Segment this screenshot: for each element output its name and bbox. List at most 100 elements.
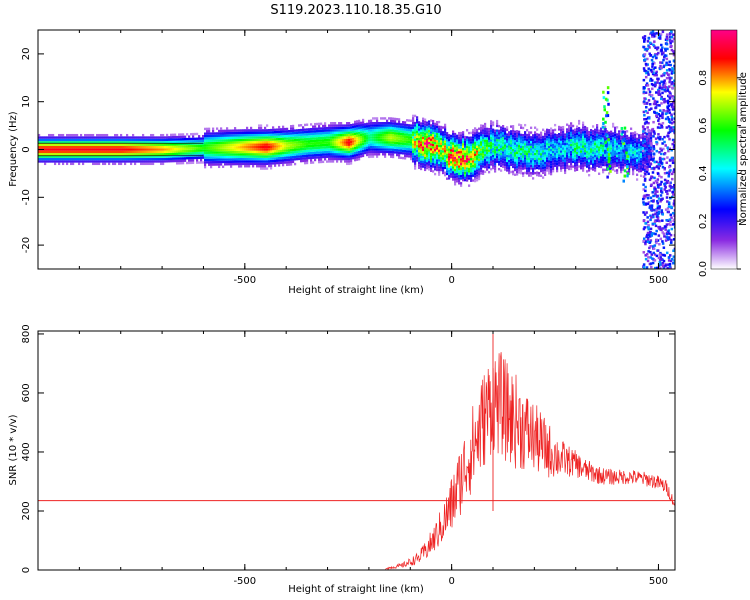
heatmap-cell [500,143,503,146]
heatmap-cell [128,143,131,146]
heatmap-cell [522,136,525,139]
heatmap-cell [450,134,453,138]
heatmap-cell [40,155,43,158]
heatmap-cell [498,139,501,142]
heatmap-cell [342,150,345,154]
heatmap-cell [78,143,81,146]
heatmap-cell [594,131,597,134]
heatmap-cell [522,172,525,175]
heatmap-cell [160,153,163,156]
heatmap-cell [432,134,435,137]
heatmap-cell [428,156,431,159]
heatmap-cell [296,148,299,151]
heatmap-cell [434,172,437,176]
heatmap-cell [640,160,643,163]
heatmap-cell [506,126,509,129]
heatmap-cell [480,157,483,161]
heatmap-cell [50,141,53,144]
heatmap-cell [502,136,505,140]
heatmap-cell [454,151,457,155]
heatmap-cell [364,149,367,152]
heatmap-cell [430,157,433,161]
heatmap-cell [146,136,149,139]
heatmap-cell [666,86,670,89]
heatmap-cell [650,153,653,156]
heatmap-cell [414,155,417,158]
heatmap-cell [98,157,101,161]
heatmap-cell [426,142,429,146]
heatmap-cell [392,150,395,154]
heatmap-cell [572,160,575,164]
heatmap-cell [374,117,377,120]
heatmap-cell [280,152,283,155]
heatmap-cell [552,155,555,159]
heatmap-cell [304,130,307,134]
heatmap-cell [520,136,523,139]
heatmap-cell [628,158,631,161]
heatmap-cell [230,148,233,152]
heatmap-cell [444,159,447,162]
heatmap-cell [224,146,227,149]
heatmap-cell [286,132,289,135]
heatmap-cell [210,163,213,166]
heatmap-cell [248,157,251,161]
heatmap-cell [474,141,477,145]
heatmap-cell [510,137,513,140]
heatmap-cell [538,171,541,175]
heatmap-cell [430,143,433,146]
heatmap-cell [440,159,443,162]
heatmap-cell [516,163,519,166]
heatmap-cell [106,136,109,139]
heatmap-cell [224,139,227,142]
heatmap-cell [584,142,587,146]
heatmap-cell [574,133,577,136]
heatmap-cell [512,132,515,135]
heatmap-cell [572,131,575,135]
heatmap-cell [286,151,289,155]
heatmap-cell [602,137,605,140]
heatmap-cell [306,149,309,153]
heatmap-cell [182,140,185,143]
heatmap-cell [358,153,361,156]
heatmap-cell [524,150,527,153]
heatmap-cell [308,137,311,141]
heatmap-cell [288,144,291,147]
heatmap-cell [92,157,95,161]
heatmap-cell [298,129,301,132]
heatmap-cell [464,145,467,148]
heatmap-cell [352,137,355,141]
heatmap-cell [390,119,393,123]
heatmap-cell [296,145,299,149]
heatmap-cell [264,145,267,149]
heatmap-cell [142,133,145,137]
heatmap-cell [632,151,635,154]
heatmap-cell [638,165,641,168]
heatmap-cell [620,146,623,150]
heatmap-cell [286,163,289,167]
heatmap-cell [150,153,153,156]
heatmap-cell [132,160,135,163]
heatmap-cell [410,126,413,130]
heatmap-cell [556,148,559,151]
heatmap-cell [458,174,461,178]
heatmap-cell [182,152,185,155]
heatmap-cell [586,146,589,149]
heatmap-cell [520,162,523,165]
heatmap-cell [424,149,427,152]
heatmap-cell [284,139,287,143]
heatmap-cell [578,134,581,137]
heatmap-cell [526,152,529,156]
heatmap-cell [146,155,149,158]
heatmap-cell [58,133,61,137]
heatmap-cell [46,153,49,156]
heatmap-cell [284,154,287,157]
heatmap-cell [562,125,565,129]
heatmap-cell [392,136,395,140]
heatmap-cell [386,124,389,127]
heatmap-cell [398,122,401,126]
heatmap-cell [402,137,405,141]
heatmap-cell [498,124,501,128]
heatmap-cell [512,160,515,164]
heatmap-cell [68,157,71,161]
heatmap-cell [366,146,369,149]
